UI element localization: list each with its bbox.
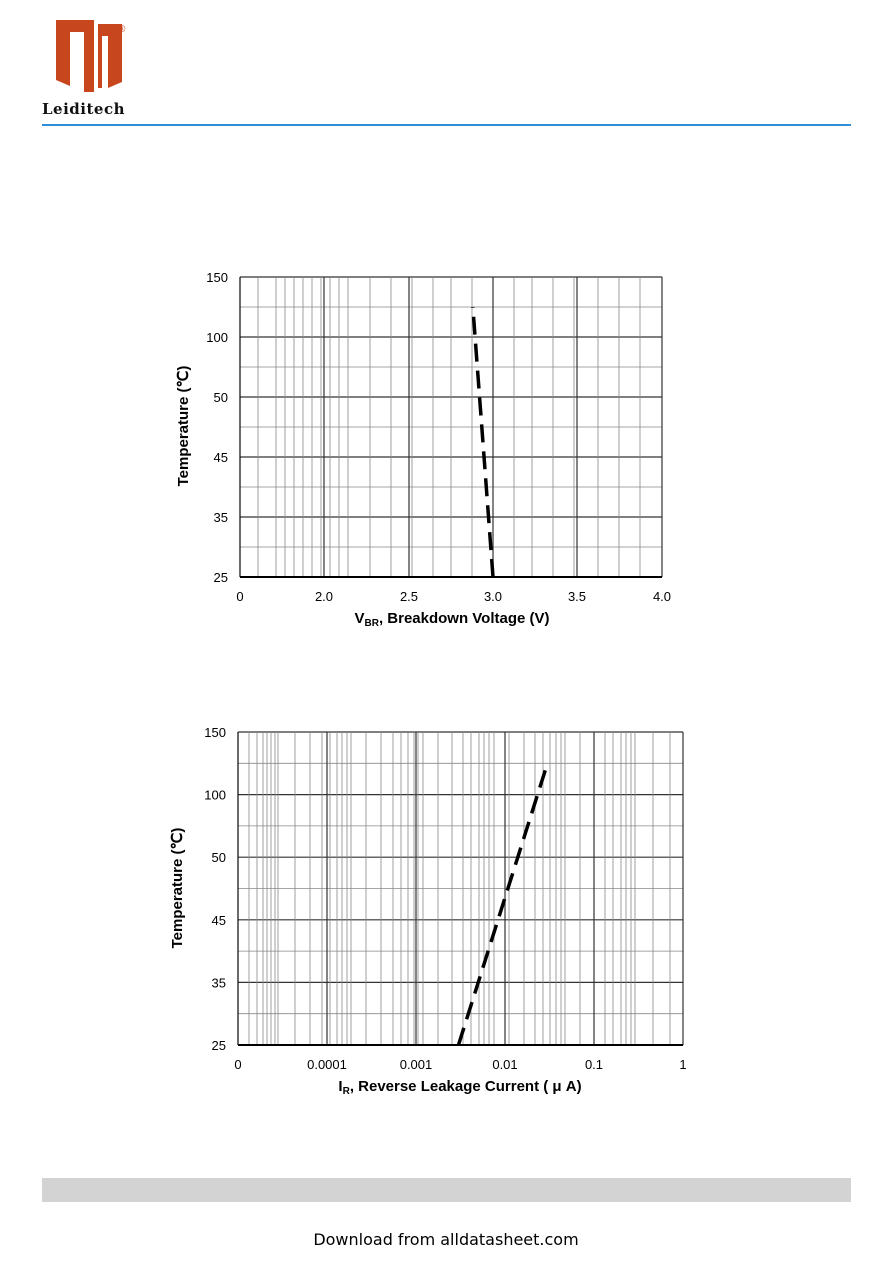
x-tick-label: 3.5 (568, 589, 586, 604)
y-tick-label: 50 (214, 390, 228, 405)
chart2-series (456, 762, 550, 1046)
y-tick-label: 100 (206, 330, 228, 345)
x-tick-label: 0.01 (492, 1057, 517, 1072)
footer-download-link[interactable]: Download from alldatasheet.com (313, 1230, 579, 1249)
brand-name: Leiditech (42, 100, 125, 118)
header-rule (42, 124, 851, 126)
registered-mark: ® (118, 24, 126, 35)
chart1-y-ticks: 25 35 45 50 100 150 (206, 270, 228, 585)
x-tick-label: 0.001 (400, 1057, 433, 1072)
y-tick-label: 35 (214, 510, 228, 525)
x-tick-label: 1 (679, 1057, 686, 1072)
company-logo: ® Leiditech (42, 16, 132, 120)
chart2-y-ticks: 25 35 45 50 100 150 (204, 725, 226, 1053)
chart1-x-axis-label: VBR, Breakdown Voltage (V) (354, 610, 549, 629)
chart1-series (471, 306, 495, 578)
y-tick-label: 45 (212, 913, 226, 928)
x-tick-label: 4.0 (653, 589, 671, 604)
y-tick-label: 150 (204, 725, 226, 740)
y-tick-label: 25 (214, 570, 228, 585)
chart1-y-axis-label: Temperature (℃) (175, 366, 192, 487)
chart2-grid (237, 731, 684, 1046)
chart1-grid (239, 276, 663, 578)
y-tick-label: 45 (214, 450, 228, 465)
x-tick-label: 0 (236, 589, 243, 604)
dashed-series-line (456, 762, 550, 1046)
x-tick-label: 2.5 (400, 589, 418, 604)
x-tick-label: 3.0 (484, 589, 502, 604)
y-tick-label: 100 (204, 788, 226, 803)
y-tick-label: 25 (212, 1038, 226, 1053)
y-tick-label: 35 (212, 975, 226, 990)
chart2-x-axis-label: IR, Reverse Leakage Current ( μ A) (338, 1078, 581, 1097)
footer-band (42, 1178, 851, 1202)
dashed-series-line (471, 306, 495, 578)
logo-mark-icon: ® (56, 20, 126, 92)
x-tick-label: 0 (234, 1057, 241, 1072)
x-tick-label: 2.0 (315, 589, 333, 604)
chart2-y-axis-label: Temperature (℃) (169, 828, 186, 949)
chart1-x-ticks: 0 2.0 2.5 3.0 3.5 4.0 (236, 589, 671, 604)
x-tick-label: 0.0001 (307, 1057, 347, 1072)
x-tick-label: 0.1 (585, 1057, 603, 1072)
y-tick-label: 150 (206, 270, 228, 285)
chart2-x-ticks: 0 0.0001 0.001 0.01 0.1 1 (234, 1057, 686, 1072)
y-tick-label: 50 (212, 850, 226, 865)
